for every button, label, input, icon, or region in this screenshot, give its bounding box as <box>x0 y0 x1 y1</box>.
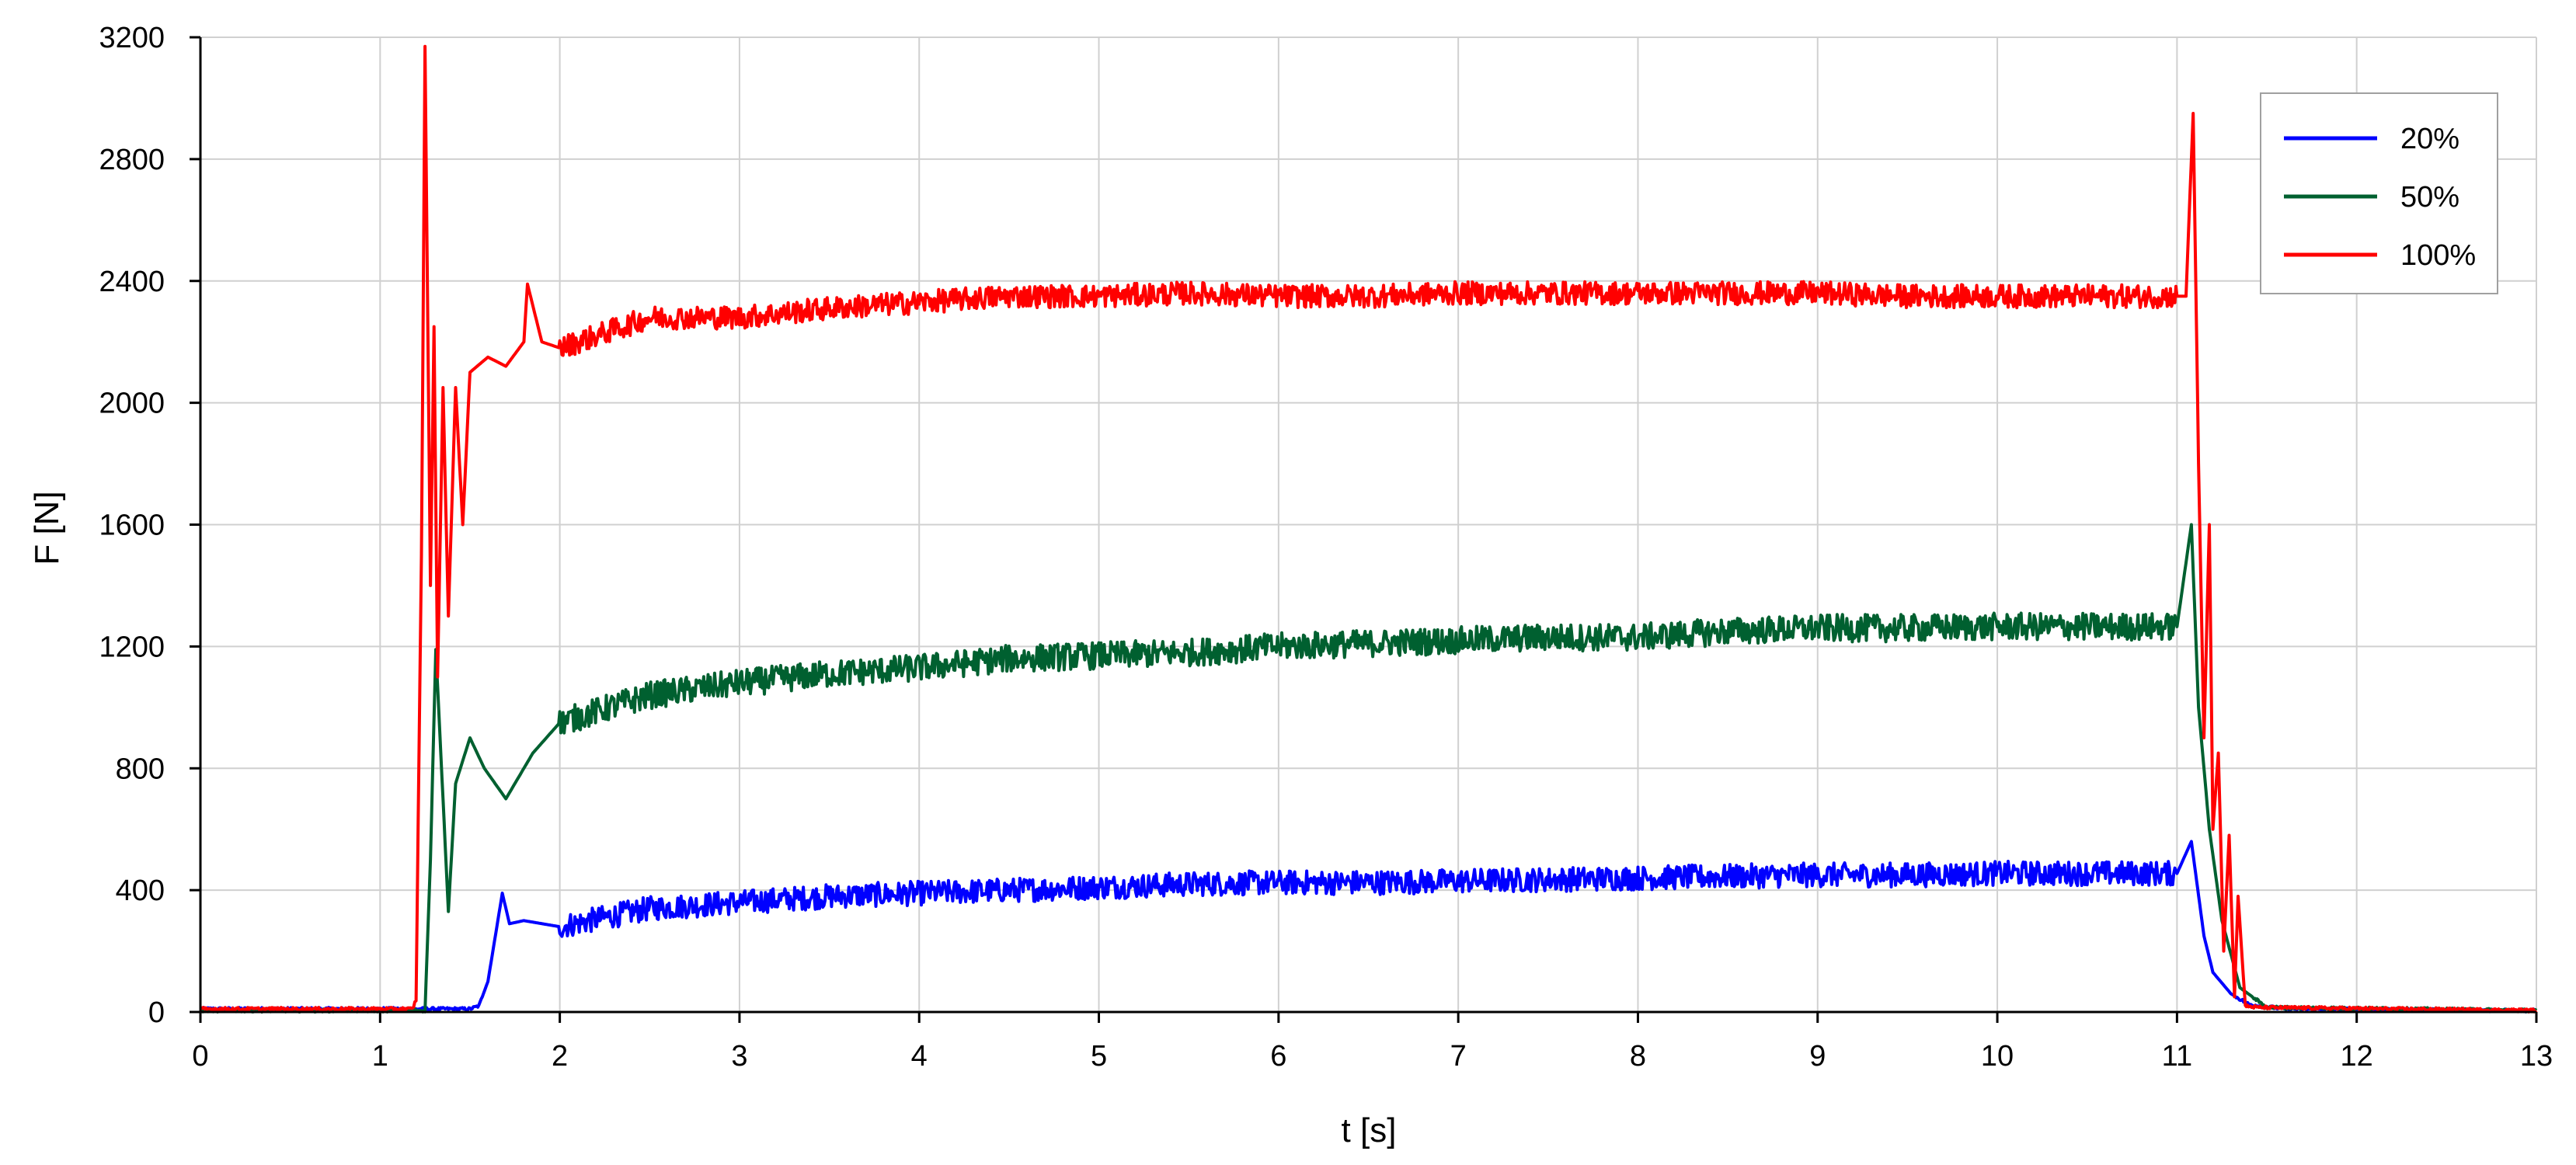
x-tick-label: 11 <box>2162 1040 2192 1073</box>
y-tick-labels: 0 400 800 1200 1600 2000 2400 2800 3200 <box>99 22 165 1029</box>
axes <box>190 36 2538 1023</box>
grid-lines <box>200 37 2537 1012</box>
y-tick-label: 2400 <box>99 266 165 298</box>
legend-label-1: 50% <box>2400 181 2459 214</box>
y-tick-label: 2800 <box>99 144 165 176</box>
y-tick-label: 1600 <box>99 509 165 542</box>
x-tick-label: 2 <box>552 1040 568 1073</box>
x-axis-title: t [s] <box>1342 1111 1397 1149</box>
x-tick-label: 4 <box>911 1040 928 1073</box>
y-tick-label: 3200 <box>99 22 165 54</box>
x-tick-label: 8 <box>1630 1040 1646 1073</box>
y-axis-title: F [N] <box>28 491 66 565</box>
y-tick-label: 0 <box>148 996 165 1029</box>
x-tick-label: 1 <box>372 1040 388 1073</box>
x-tick-label: 10 <box>1981 1040 2014 1073</box>
x-tick-label: 12 <box>2341 1040 2373 1073</box>
y-tick-label: 800 <box>116 753 165 785</box>
x-tick-label: 6 <box>1270 1040 1286 1073</box>
series-lines <box>199 44 2538 1014</box>
y-tick-label: 2000 <box>99 388 165 420</box>
legend-label-0: 20% <box>2400 123 2459 155</box>
x-tick-label: 13 <box>2520 1040 2553 1073</box>
x-tick-label: 0 <box>192 1040 208 1073</box>
series-line-0 <box>199 840 2537 1014</box>
x-tick-label: 7 <box>1450 1040 1467 1073</box>
x-tick-label: 9 <box>1809 1040 1826 1073</box>
series-line-1 <box>199 523 2538 1014</box>
y-tick-label: 400 <box>116 875 165 907</box>
x-tick-label: 5 <box>1091 1040 1107 1073</box>
legend-box <box>2260 92 2498 294</box>
series-line-2 <box>199 44 2538 1014</box>
y-tick-label: 1200 <box>99 631 165 663</box>
x-tick-label: 3 <box>731 1040 747 1073</box>
x-tick-labels: 0 1 2 3 4 5 6 7 8 9 10 11 12 13 <box>192 1040 2553 1073</box>
legend-label-2: 100% <box>2400 239 2476 272</box>
legend: 20% 50% 100% <box>2260 92 2498 294</box>
